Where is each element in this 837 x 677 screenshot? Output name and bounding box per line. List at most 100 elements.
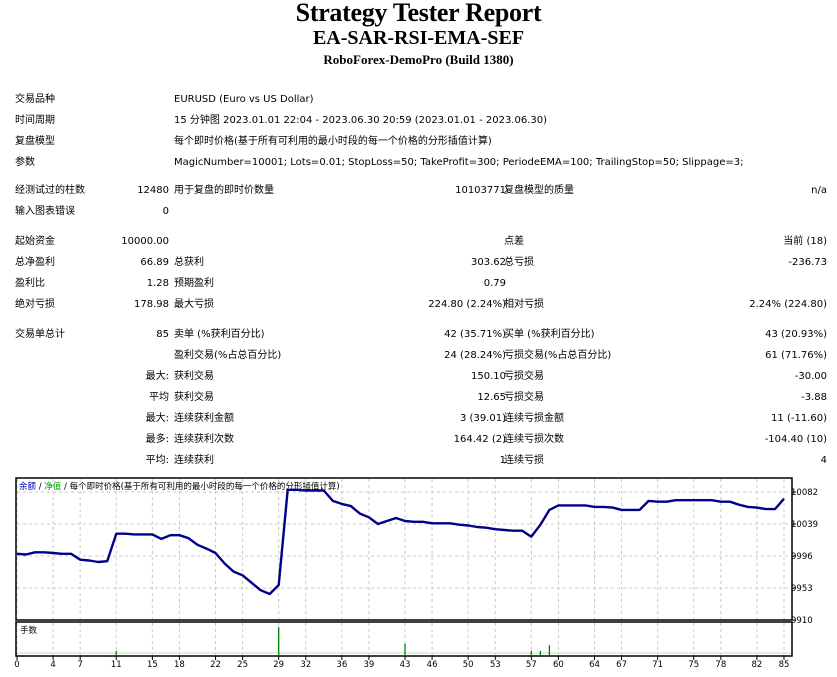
maximal-consec-loss-label: 连续亏损次数 [504, 434, 564, 445]
largest-loss-label: 亏损交易 [504, 371, 544, 382]
period-row: 时间周期 15 分钟图 2023.01.01 22:04 - 2023.06.3… [0, 111, 837, 131]
svg-text:64: 64 [589, 660, 600, 670]
svg-text:36: 36 [336, 660, 347, 670]
chart-grid [16, 479, 791, 655]
balance-chart: 余额 / 净值 / 每个即时价格(基于所有可利用的最小时段的每一个价格的分形插值… [14, 477, 818, 670]
avg-consec-row: 平均: 连续获利 1 连续亏损 4 [0, 451, 837, 471]
model-label: 复盘模型 [15, 136, 55, 147]
period-label: 时间周期 [15, 115, 55, 126]
balance-line [16, 488, 785, 596]
svg-text:10082: 10082 [791, 488, 818, 498]
quality-value: n/a [811, 185, 827, 196]
largest-row: 最大: 获利交易 150.10 亏损交易 -30.00 [0, 367, 837, 387]
largest-profit-value: 150.10 [471, 371, 506, 382]
deposit-label: 起始资金 [15, 236, 55, 247]
main-plot-frame [15, 477, 793, 621]
total-trades-label: 交易单总计 [15, 329, 65, 340]
largest-loss-value: -30.00 [794, 371, 827, 382]
maximal-consec-row: 最多: 连续获利次数 164.42 (2) 连续亏损次数 -104.40 (10… [0, 430, 837, 450]
net-profit-label: 总净盈利 [15, 257, 55, 268]
model-row: 复盘模型 每个即时价格(基于所有可利用的最小时段的每一个价格的分形插值计算) [0, 132, 837, 152]
params-label: 参数 [15, 157, 35, 168]
deposit-row: 起始资金 10000.00 点差 当前 (18) [0, 232, 837, 252]
spread-label: 点差 [504, 236, 524, 247]
svg-text:82: 82 [752, 660, 763, 670]
svg-text:18: 18 [174, 660, 185, 670]
ticks-value: 10103771 [455, 185, 506, 196]
svg-text:9910: 9910 [791, 616, 813, 626]
profit-trades-value: 24 (28.24%) [444, 350, 506, 361]
y-axis-ticks: 10082 10039 9996 9953 9910 [791, 488, 818, 626]
maximal-prefix: 最多: [145, 434, 169, 445]
ea-name: EA-SAR-RSI-EMA-SEF [312, 27, 525, 49]
svg-text:57: 57 [526, 660, 537, 670]
quality-label: 复盘模型的质量 [504, 185, 574, 196]
maximal-consec-profit-label: 连续获利次数 [174, 434, 234, 445]
drawdown-row: 绝对亏损 178.98 最大亏损 224.80 (2.24%) 相对亏损 2.2… [0, 295, 837, 315]
bars-value: 12480 [137, 185, 169, 196]
svg-text:10039: 10039 [791, 520, 818, 530]
total-trades-row: 交易单总计 85 卖单 (%获利百分比) 42 (35.71%) 买单 (%获利… [0, 325, 837, 345]
svg-text:25: 25 [237, 660, 248, 670]
profit-trades-row: 盈利交易(%占总百分比) 24 (28.24%) 亏损交易(%占总百分比) 61… [0, 346, 837, 366]
spread-value: 当前 (18) [783, 236, 827, 247]
max-consec-row: 最大: 连续获利金额 3 (39.01) 连续亏损金额 11 (-11.60) [0, 409, 837, 429]
loss-trades-label: 亏损交易(%占总百分比) [504, 350, 612, 361]
volume-plot-frame [15, 621, 793, 657]
svg-text:39: 39 [364, 660, 375, 670]
svg-text:46: 46 [427, 660, 438, 670]
volume-bars [17, 627, 791, 655]
svg-text:75: 75 [688, 660, 699, 670]
symbol-value: EURUSD (Euro vs US Dollar) [174, 94, 314, 105]
rel-drawdown-label: 相对亏损 [504, 299, 544, 310]
bars-label: 经测试过的柱数 [15, 185, 85, 196]
average-prefix: 平均 [149, 392, 169, 403]
svg-text:85: 85 [779, 660, 790, 670]
gross-loss-label: 总亏损 [504, 257, 534, 268]
deposit-value: 10000.00 [121, 236, 169, 247]
x-axis-ticks: 0 4 7 11 15 18 22 25 29 32 36 39 43 46 50 53 57 60 64 67 71 7… [14, 656, 789, 670]
svg-text:9996: 9996 [791, 552, 813, 562]
expected-payoff-label: 预期盈利 [174, 278, 214, 289]
params-row: 参数 MagicNumber=10001; Lots=0.01; StopLos… [0, 153, 837, 173]
total-trades-value: 85 [156, 329, 169, 340]
errors-value: 0 [162, 206, 169, 217]
svg-text:71: 71 [652, 660, 663, 670]
avg-consec-wins-label: 连续获利 [174, 455, 214, 466]
svg-text:7: 7 [77, 660, 82, 670]
long-label: 买单 (%获利百分比) [504, 329, 595, 340]
svg-text:67: 67 [616, 660, 627, 670]
max-prefix: 最大: [145, 413, 169, 424]
max-consec-wins-label: 连续获利金额 [174, 413, 234, 424]
symbol-label: 交易品种 [15, 94, 55, 105]
params-value: MagicNumber=10001; Lots=0.01; StopLoss=5… [174, 157, 744, 168]
svg-text:0: 0 [14, 660, 19, 670]
symbol-row: 交易品种 EURUSD (Euro vs US Dollar) [0, 90, 837, 110]
server-build: RoboForex-DemoPro (Build 1380) [323, 52, 514, 67]
volume-label: 手数 [20, 625, 38, 636]
avg-consec-prefix: 平均: [145, 455, 169, 466]
avg-consec-losses-label: 连续亏损 [504, 455, 544, 466]
svg-text:15: 15 [147, 660, 158, 670]
svg-text:60: 60 [553, 660, 564, 670]
abs-drawdown-label: 绝对亏损 [15, 299, 55, 310]
chart-legend: 余额 / 净值 / 每个即时价格(基于所有可利用的最小时段的每一个价格的分形插值… [19, 481, 340, 492]
max-consec-wins-value: 3 (39.01) [460, 413, 506, 424]
long-value: 43 (20.93%) [765, 329, 827, 340]
avg-profit-label: 获利交易 [174, 392, 214, 403]
profit-factor-value: 1.28 [146, 278, 169, 289]
svg-text:53: 53 [490, 660, 501, 670]
svg-text:11: 11 [111, 660, 122, 670]
avg-consec-losses-value: 4 [820, 455, 827, 466]
svg-text:50: 50 [463, 660, 474, 670]
profit-factor-row: 盈利比 1.28 预期盈利 0.79 [0, 274, 837, 294]
svg-text:9953: 9953 [791, 584, 813, 594]
largest-profit-label: 获利交易 [174, 371, 214, 382]
maximal-consec-loss-value: -104.40 (10) [764, 434, 827, 445]
maximal-consec-profit-value: 164.42 (2) [453, 434, 506, 445]
short-label: 卖单 (%获利百分比) [174, 329, 265, 340]
average-row: 平均 获利交易 12.65 亏损交易 -3.88 [0, 388, 837, 408]
short-value: 42 (35.71%) [444, 329, 506, 340]
avg-loss-label: 亏损交易 [504, 392, 544, 403]
max-drawdown-label: 最大亏损 [174, 299, 214, 310]
